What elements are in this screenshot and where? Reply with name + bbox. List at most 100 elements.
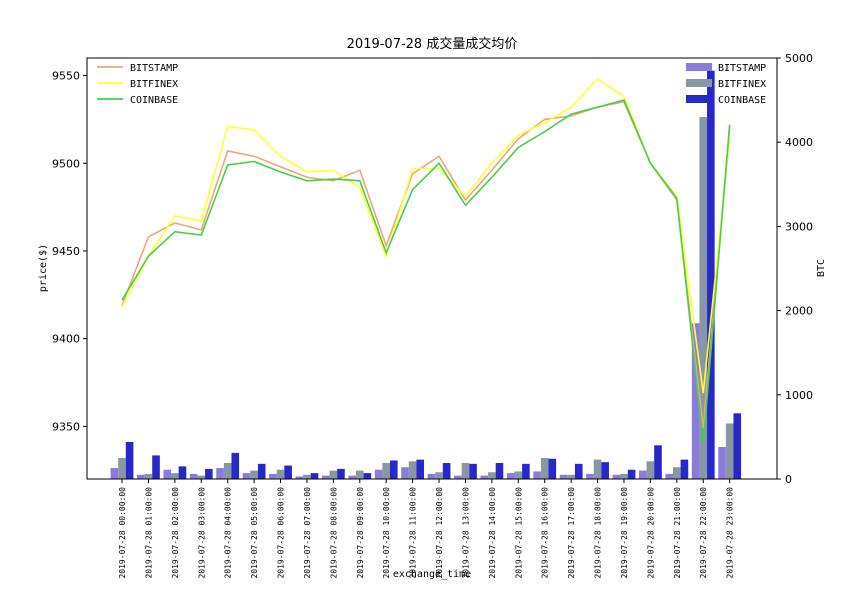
bar-bitfinex-20: [646, 461, 655, 479]
bar-bitstamp-13: [454, 475, 462, 479]
bar-coinbase-15: [522, 463, 530, 479]
bar-bitstamp-22: [691, 323, 700, 479]
bar-bitfinex-13: [461, 463, 470, 479]
bar-coinbase-7: [310, 473, 319, 479]
x-tick-label: 2019-07-28 08:00:00: [329, 487, 338, 579]
bar-bitfinex-11: [408, 461, 417, 479]
y-right-tick-label: 4000: [785, 136, 813, 149]
y-left-tick-label: 9400: [52, 333, 80, 346]
bar-bitstamp-6: [269, 473, 277, 479]
bar-coinbase-9: [363, 473, 372, 479]
bar-coinbase-6: [284, 465, 292, 479]
legend-volumes: BITSTAMP BITFINEX COINBASE: [686, 63, 766, 106]
bar-bitfinex-1: [144, 473, 153, 479]
legend-label-bitstamp: BITSTAMP: [718, 63, 766, 74]
volume-bars: [110, 70, 742, 479]
legend-swatch-bitstamp: [686, 63, 712, 71]
y-right-tick-label: 0: [785, 473, 792, 486]
bar-bitstamp-14: [480, 475, 489, 479]
y-label-left: price($): [38, 244, 49, 292]
bar-coinbase-17: [574, 463, 583, 479]
legend-label-bitfinex: BITFINEX: [718, 79, 766, 90]
bar-coinbase-18: [601, 462, 609, 479]
y-right-tick-label: 5000: [785, 52, 813, 65]
bar-bitfinex-15: [514, 471, 523, 479]
bar-bitfinex-23: [725, 423, 734, 479]
bar-bitfinex-16: [540, 457, 549, 479]
bar-bitfinex-2: [171, 473, 179, 479]
x-tick-label: 2019-07-28 16:00:00: [541, 487, 550, 579]
bar-bitstamp-21: [665, 473, 674, 479]
bar-bitstamp-12: [427, 473, 436, 479]
line-coinbase: [121, 99, 731, 445]
bar-bitstamp-3: [189, 473, 198, 479]
y-axis-left: 9350 9400 9450 9500 9550: [52, 70, 87, 433]
bar-bitfinex-14: [488, 472, 496, 479]
bar-bitstamp-5: [242, 473, 251, 479]
bar-bitstamp-7: [295, 476, 304, 479]
y-right-tick-label: 3000: [785, 220, 813, 233]
x-tick-label: 2019-07-28 20:00:00: [646, 487, 655, 579]
line-bitfinex: [121, 78, 731, 394]
x-tick-label: 2019-07-28 01:00:00: [144, 487, 153, 579]
bar-bitstamp-11: [401, 467, 409, 479]
bar-bitstamp-19: [612, 474, 621, 479]
y-left-tick-label: 9500: [52, 157, 80, 170]
bar-bitfinex-5: [250, 470, 258, 479]
bar-bitfinex-0: [118, 457, 126, 479]
bar-coinbase-8: [337, 468, 345, 479]
bar-coinbase-20: [654, 445, 662, 479]
y-left-tick-label: 9550: [52, 70, 80, 83]
x-tick-label: 2019-07-28 00:00:00: [118, 487, 127, 579]
bar-bitfinex-21: [673, 467, 681, 479]
bar-coinbase-0: [125, 441, 134, 479]
legend-label-bitfinex: BITFINEX: [130, 79, 178, 90]
x-tick-label: 2019-07-28 04:00:00: [224, 487, 233, 579]
bar-bitstamp-20: [639, 470, 647, 479]
chart-title: 2019-07-28 成交量成交均价: [347, 36, 518, 52]
x-tick-label: 2019-07-28 03:00:00: [197, 487, 206, 579]
x-tick-label: 2019-07-28 10:00:00: [382, 487, 391, 579]
bar-bitfinex-8: [329, 470, 338, 479]
x-axis: 2019-07-28 00:00:00 2019-07-28 01:00:00 20…: [118, 479, 735, 579]
x-tick-label: 2019-07-28 11:00:00: [409, 487, 418, 579]
bar-coinbase-4: [231, 452, 240, 479]
bar-coinbase-19: [627, 469, 636, 479]
bar-coinbase-16: [548, 458, 557, 479]
bar-bitstamp-8: [321, 475, 330, 479]
bar-bitfinex-9: [355, 470, 364, 479]
x-tick-label: 2019-07-28 19:00:00: [620, 487, 629, 579]
x-tick-label: 2019-07-28 23:00:00: [726, 487, 735, 579]
bar-bitstamp-17: [559, 474, 568, 479]
bar-coinbase-14: [495, 463, 504, 479]
bar-coinbase-21: [680, 459, 689, 479]
bar-coinbase-5: [257, 463, 266, 479]
legend-swatch-bitfinex: [686, 79, 712, 87]
x-tick-label: 2019-07-28 13:00:00: [461, 487, 470, 579]
x-tick-label: 2019-07-28 17:00:00: [567, 487, 576, 579]
y-left-tick-label: 9450: [52, 245, 80, 258]
bar-bitfinex-6: [276, 469, 285, 479]
bar-bitstamp-16: [533, 471, 541, 479]
x-tick-label: 2019-07-28 14:00:00: [488, 487, 497, 579]
x-tick-label: 2019-07-28 02:00:00: [171, 487, 180, 579]
x-tick-label: 2019-07-28 07:00:00: [303, 487, 312, 579]
x-tick-label: 2019-07-28 18:00:00: [594, 487, 603, 579]
bar-bitfinex-19: [620, 473, 628, 479]
x-tick-label: 2019-07-28 05:00:00: [250, 487, 259, 579]
bar-bitstamp-23: [718, 447, 726, 479]
plot-frame: [86, 57, 778, 480]
bar-coinbase-10: [390, 460, 398, 479]
x-tick-label: 2019-07-28 09:00:00: [356, 487, 365, 579]
x-tick-label: 2019-07-28 22:00:00: [699, 487, 708, 579]
x-tick-label: 2019-07-28 12:00:00: [435, 487, 444, 579]
y-right-tick-label: 1000: [785, 389, 813, 402]
bar-bitfinex-3: [197, 475, 206, 479]
price-lines: [121, 78, 731, 445]
bar-bitstamp-18: [586, 473, 594, 479]
bar-coinbase-11: [416, 459, 425, 479]
legend-label-coinbase: COINBASE: [130, 95, 178, 106]
bar-coinbase-22: [707, 70, 715, 479]
bar-bitfinex-12: [435, 472, 443, 479]
bar-coinbase-13: [469, 463, 477, 479]
